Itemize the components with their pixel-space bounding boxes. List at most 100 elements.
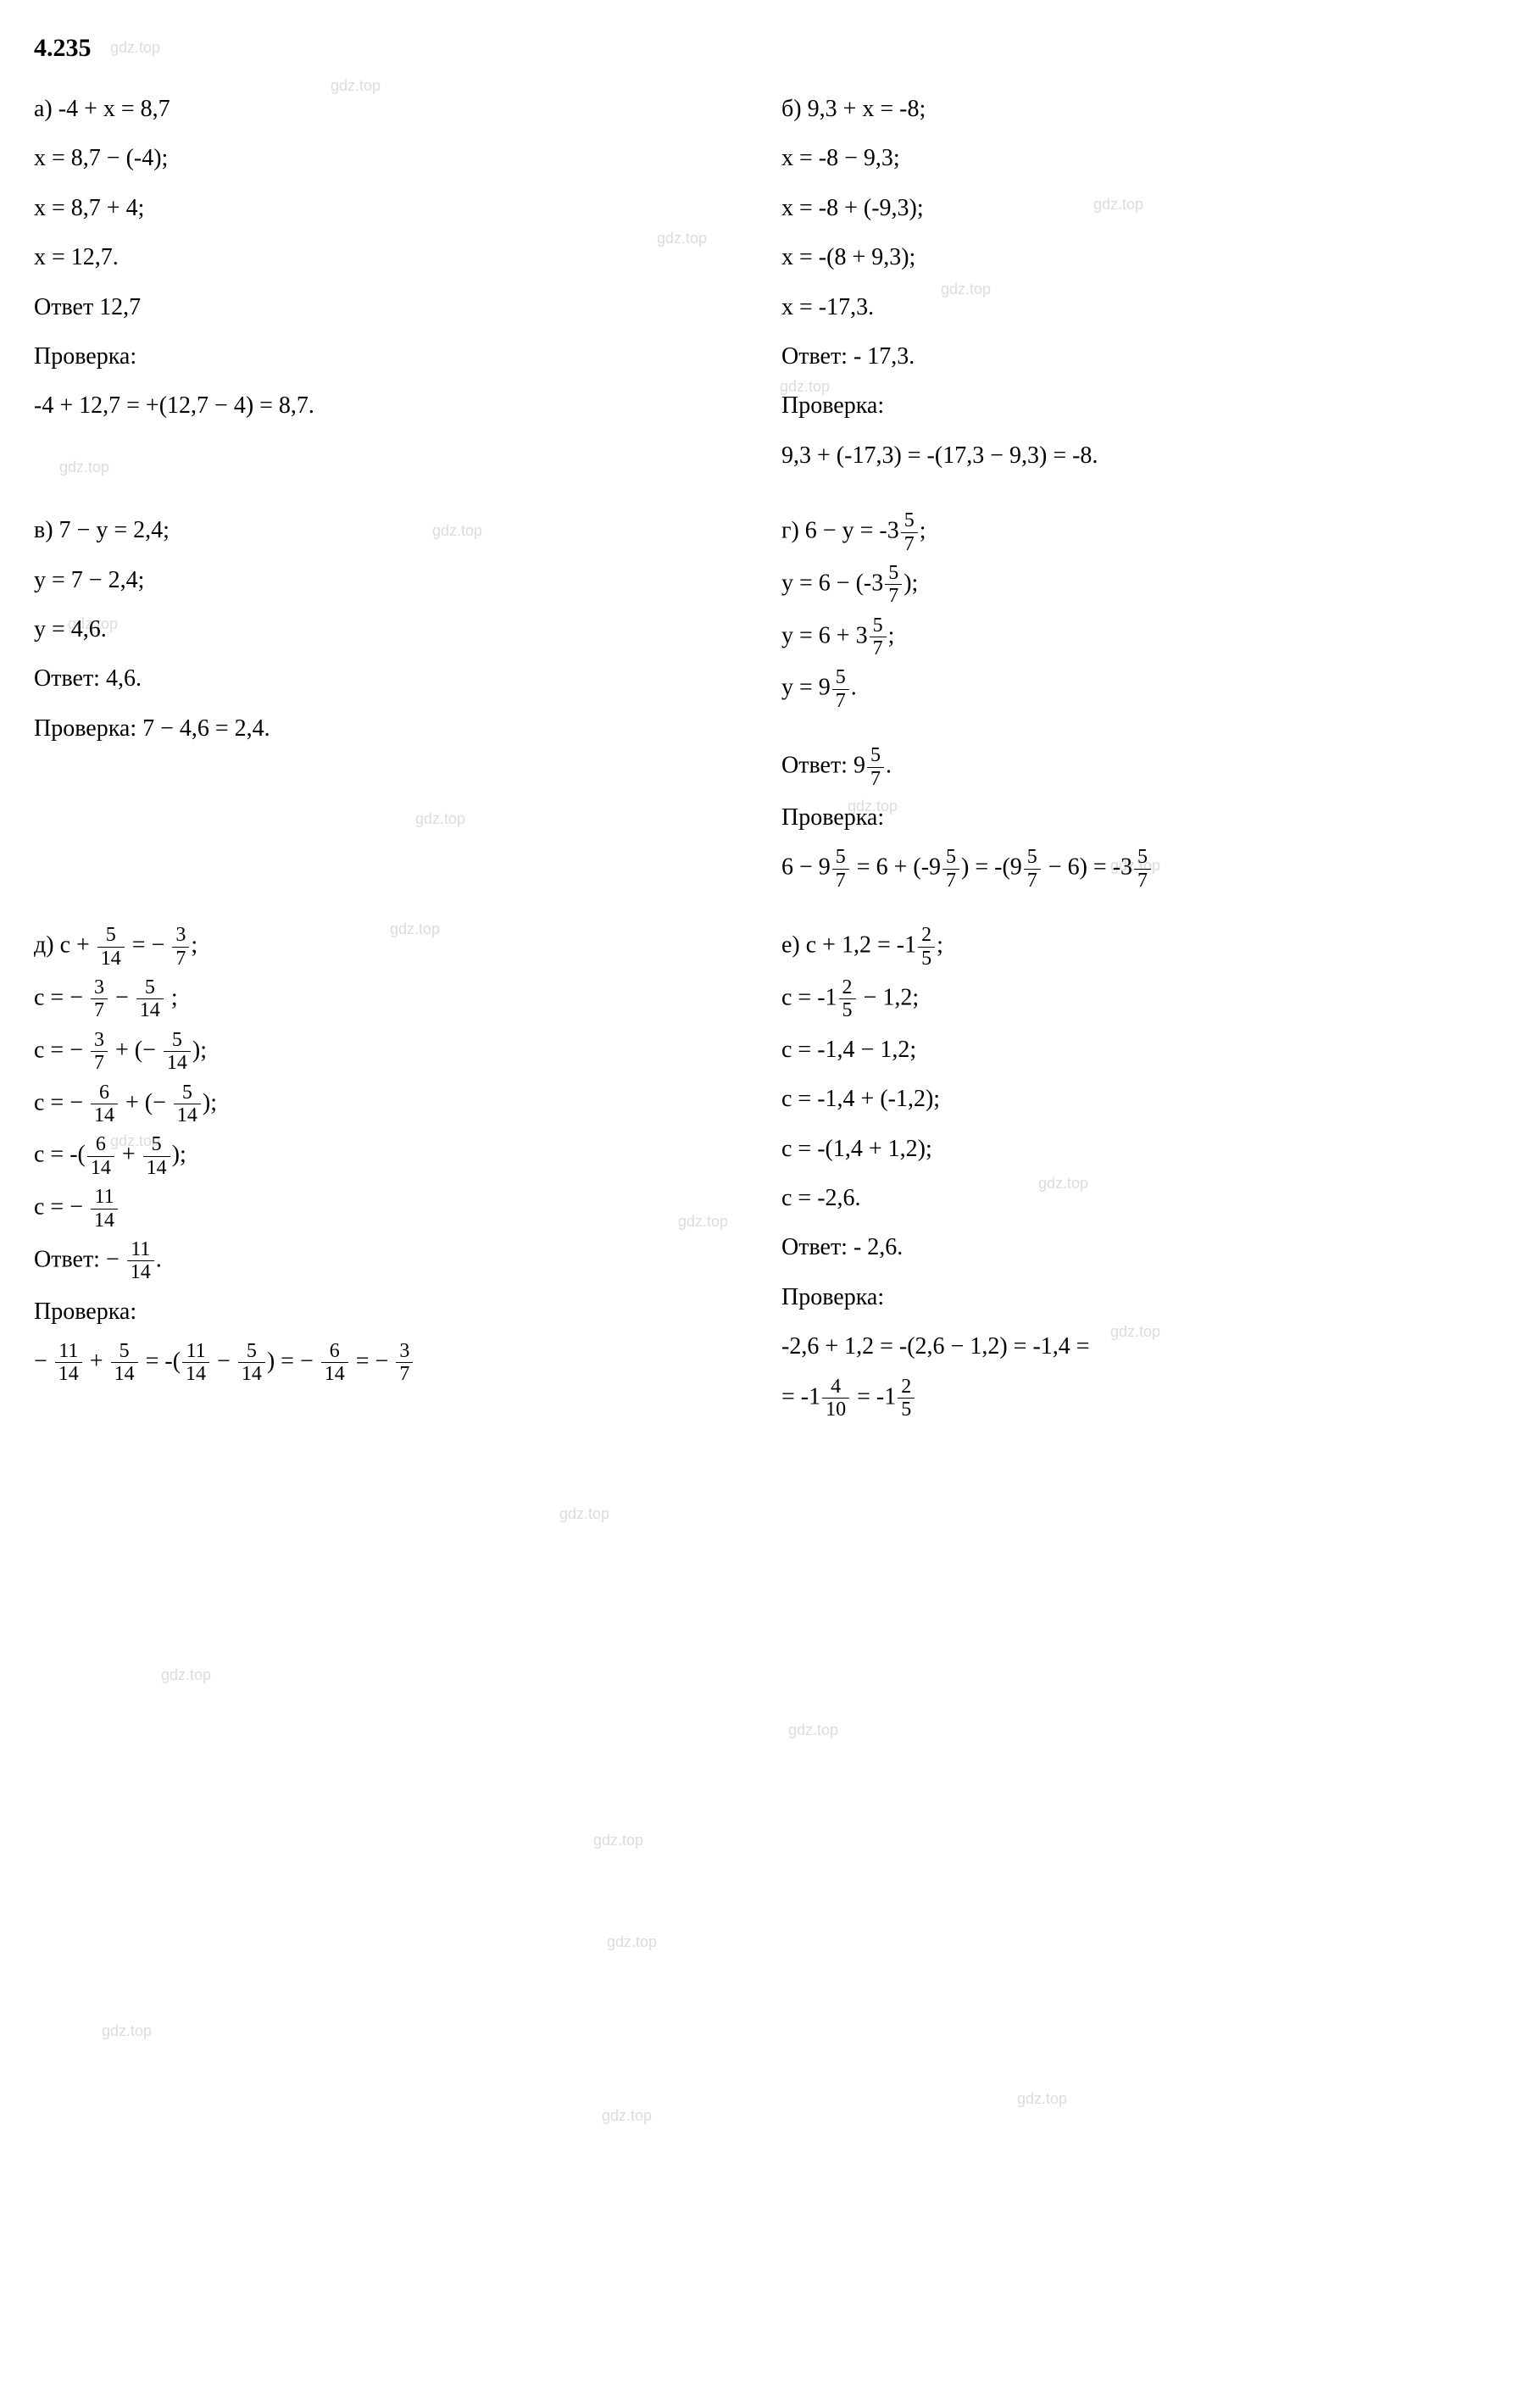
watermark-text: gdz.top bbox=[602, 2102, 652, 2129]
fraction: 57 bbox=[901, 509, 918, 555]
problem-g: г) 6 − y = -357; y = 6 − (-357); y = 6 +… bbox=[764, 509, 1495, 898]
text: = -1 bbox=[851, 1383, 896, 1410]
text: Ответ: − bbox=[34, 1246, 125, 1272]
fraction: 514 bbox=[136, 976, 164, 1022]
text: = 6 + (-9 bbox=[851, 854, 941, 881]
text: д) c + bbox=[34, 932, 96, 959]
eq-line: x = 8,7 + 4; bbox=[34, 187, 748, 230]
text: y = 6 − (-3 bbox=[781, 570, 883, 596]
eq-line: д) c + 514 = − 37; bbox=[34, 924, 748, 970]
text: = -( bbox=[140, 1348, 181, 1374]
answer-line: Ответ: - 17,3. bbox=[781, 336, 1495, 378]
check-line: -2,6 + 1,2 = -(2,6 − 1,2) = -1,4 = bbox=[781, 1326, 1495, 1368]
fraction: 57 bbox=[867, 744, 884, 790]
fraction: 57 bbox=[832, 846, 849, 892]
fraction: 57 bbox=[832, 666, 849, 712]
text: c = − bbox=[34, 1089, 89, 1115]
text: c = − bbox=[34, 984, 89, 1010]
watermark-text: gdz.top bbox=[161, 1661, 211, 1688]
text: + (− bbox=[109, 1037, 162, 1063]
eq-line: x = 8,7 − (-4); bbox=[34, 137, 748, 180]
eq-line: x = -8 + (-9,3); bbox=[781, 187, 1495, 230]
text: − 6) = -3 bbox=[1042, 854, 1132, 881]
text: ) = -(9 bbox=[961, 854, 1022, 881]
text: + (− bbox=[120, 1089, 172, 1115]
check-label: Проверка: bbox=[34, 1291, 748, 1333]
watermark-text: gdz.top bbox=[559, 1500, 609, 1527]
answer-line: Ответ: - 2,6. bbox=[781, 1226, 1495, 1269]
eq-line: е) с + 1,2 = -125; bbox=[781, 924, 1495, 970]
eq-line: в) 7 − y = 2,4; bbox=[34, 509, 748, 552]
eq-line: x = 12,7. bbox=[34, 236, 748, 279]
text: ); bbox=[203, 1089, 217, 1115]
check-line: Проверка: 7 − 4,6 = 2,4. bbox=[34, 708, 748, 750]
text: − 1,2; bbox=[858, 984, 920, 1010]
fraction: 37 bbox=[91, 1029, 108, 1075]
watermark-text: gdz.top bbox=[102, 2017, 152, 2044]
fraction: 410 bbox=[822, 1376, 849, 1421]
fraction: 57 bbox=[870, 615, 887, 660]
eq-line: x = -(8 + 9,3); bbox=[781, 236, 1495, 279]
text: . bbox=[851, 675, 857, 701]
problem-d: д) c + 514 = − 37; c = − 37 − 514 ; c = … bbox=[34, 924, 764, 1427]
answer-line: Ответ: 4,6. bbox=[34, 658, 748, 700]
eq-line: а) -4 + x = 8,7 bbox=[34, 88, 748, 131]
text: ; bbox=[937, 932, 943, 959]
text: ); bbox=[192, 1037, 207, 1063]
fraction: 514 bbox=[97, 924, 125, 970]
problem-b: б) 9,3 + x = -8; x = -8 − 9,3; x = -8 + … bbox=[764, 88, 1495, 484]
eq-line: y = 6 + 357; bbox=[781, 615, 1495, 660]
text: Ответ: 9 bbox=[781, 753, 865, 779]
problem-v: в) 7 − y = 2,4; y = 7 − 2,4; y = 4,6. От… bbox=[34, 509, 764, 898]
fraction: 514 bbox=[238, 1340, 265, 1386]
row-ab: а) -4 + x = 8,7 x = 8,7 − (-4); x = 8,7 … bbox=[34, 88, 1495, 484]
fraction: 57 bbox=[1024, 846, 1041, 892]
text: c = -1 bbox=[781, 984, 837, 1010]
text: е) с + 1,2 = -1 bbox=[781, 932, 916, 959]
fraction: 1114 bbox=[182, 1340, 209, 1386]
text: ) = − bbox=[267, 1348, 320, 1374]
text: = − bbox=[350, 1348, 395, 1374]
watermark-text: gdz.top bbox=[607, 1928, 657, 1955]
text: . bbox=[156, 1246, 162, 1272]
text: 6 − 9 bbox=[781, 854, 831, 881]
fraction: 57 bbox=[1134, 846, 1151, 892]
watermark-text: gdz.top bbox=[1017, 2085, 1067, 2112]
check-label: Проверка: bbox=[781, 797, 1495, 839]
row-de: д) c + 514 = − 37; c = − 37 − 514 ; c = … bbox=[34, 924, 1495, 1427]
text: ; bbox=[888, 622, 895, 648]
eq-line: c = -125 − 1,2; bbox=[781, 976, 1495, 1022]
fraction: 514 bbox=[143, 1133, 170, 1179]
answer-line: Ответ 12,7 bbox=[34, 286, 748, 329]
fraction: 1114 bbox=[127, 1238, 154, 1284]
eq-line: c = -2,6. bbox=[781, 1177, 1495, 1220]
eq-line: y = 7 − 2,4; bbox=[34, 559, 748, 602]
fraction: 37 bbox=[91, 976, 108, 1022]
answer-line: Ответ: 957. bbox=[781, 744, 1495, 790]
eq-line: y = 957. bbox=[781, 666, 1495, 712]
text: − bbox=[34, 1348, 53, 1374]
check-line: = -1410 = -125 bbox=[781, 1376, 1495, 1421]
problem-a: а) -4 + x = 8,7 x = 8,7 − (-4); x = 8,7 … bbox=[34, 88, 764, 484]
check-line: -4 + 12,7 = +(12,7 − 4) = 8,7. bbox=[34, 385, 748, 427]
fraction: 514 bbox=[164, 1029, 191, 1075]
fraction: 514 bbox=[174, 1082, 201, 1127]
text: ); bbox=[904, 570, 918, 596]
check-line: − 1114 + 514 = -(1114 − 514) = − 614 = −… bbox=[34, 1340, 748, 1386]
fraction: 25 bbox=[839, 976, 856, 1022]
fraction: 614 bbox=[91, 1082, 118, 1127]
eq-line: c = − 614 + (− 514); bbox=[34, 1082, 748, 1127]
check-label: Проверка: bbox=[34, 336, 748, 378]
problem-number: 4.235 bbox=[34, 25, 1495, 71]
text: ; bbox=[191, 932, 197, 959]
fraction: 25 bbox=[918, 924, 935, 970]
text: + bbox=[84, 1348, 109, 1374]
text: − bbox=[109, 984, 135, 1010]
watermark-text: gdz.top bbox=[593, 1827, 643, 1854]
fraction: 57 bbox=[885, 562, 902, 608]
eq-line: c = − 37 − 514 ; bbox=[34, 976, 748, 1022]
eq-line: c = -1,4 − 1,2; bbox=[781, 1029, 1495, 1071]
text: ); bbox=[172, 1142, 186, 1168]
text: = -1 bbox=[781, 1383, 820, 1410]
problem-e: е) с + 1,2 = -125; c = -125 − 1,2; c = -… bbox=[764, 924, 1495, 1427]
